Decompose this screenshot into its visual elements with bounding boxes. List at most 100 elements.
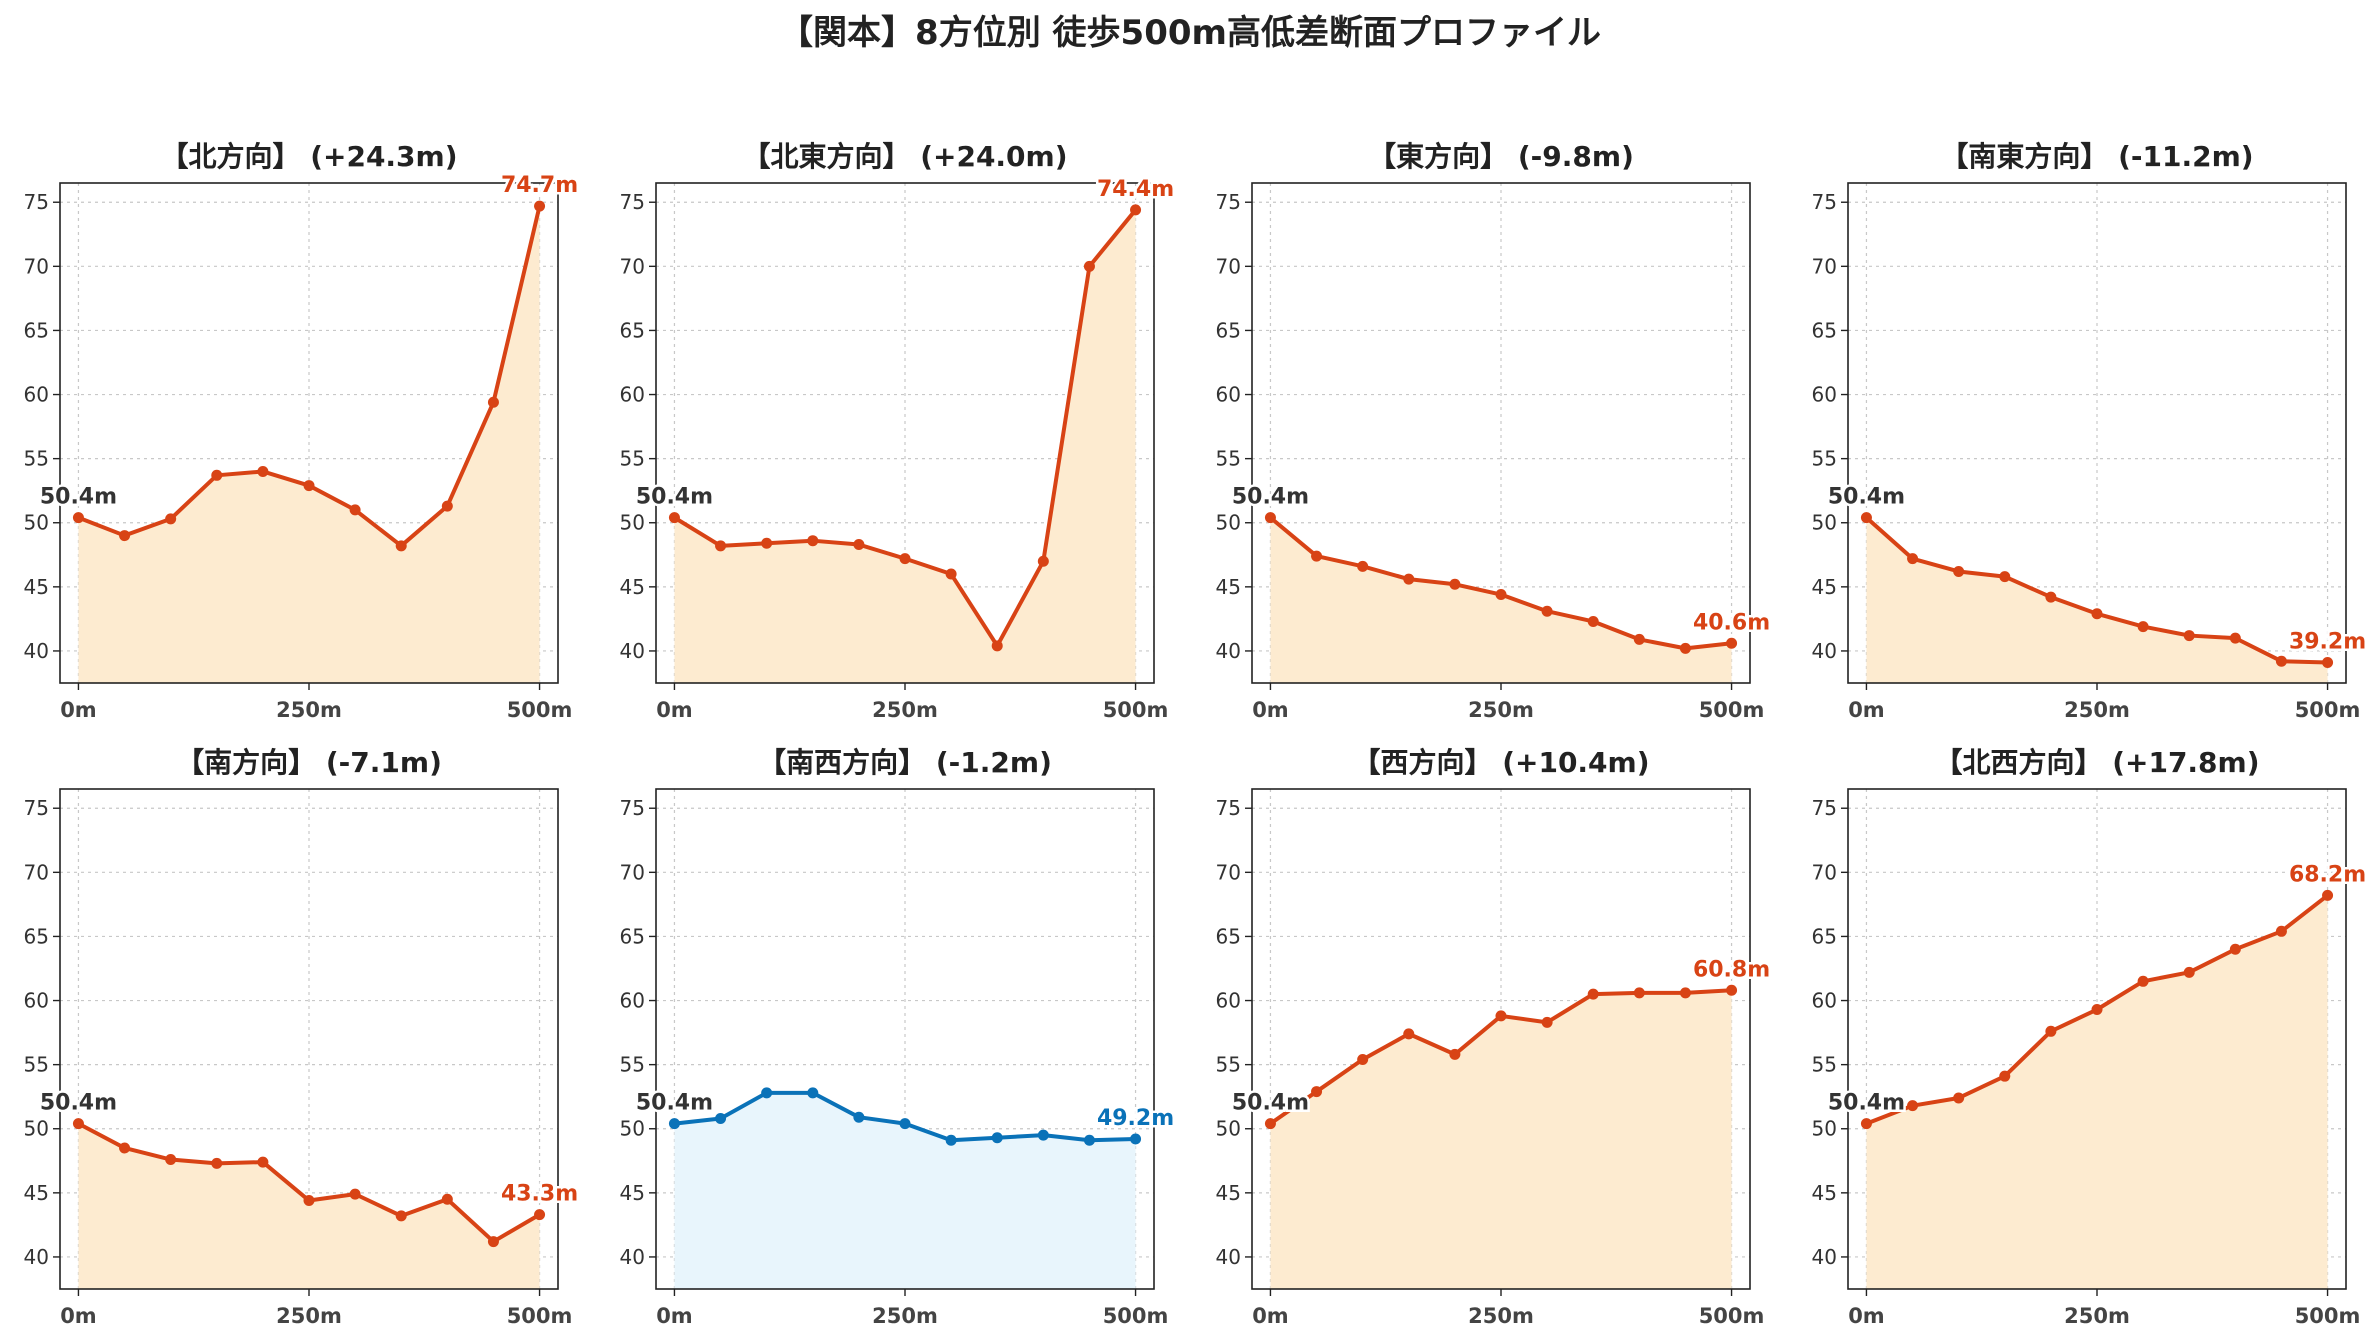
- data-point: [72, 1118, 84, 1130]
- y-tick-label: 75: [1216, 190, 1241, 214]
- data-point: [1449, 578, 1461, 590]
- x-tick-label: 0m: [1848, 698, 1885, 722]
- y-tick-label: 75: [620, 190, 645, 214]
- data-point: [945, 568, 957, 580]
- y-tick-label: 70: [620, 254, 645, 278]
- y-tick-label: 60: [620, 383, 645, 407]
- start-value-label: 50.4m: [1232, 485, 1309, 510]
- y-tick-label: 70: [24, 860, 49, 884]
- data-point: [1726, 637, 1738, 649]
- x-tick-label: 0m: [656, 1304, 693, 1328]
- area-fill: [1270, 990, 1732, 1289]
- data-point: [487, 396, 499, 408]
- y-tick-label: 40: [620, 1245, 645, 1269]
- x-tick-label: 0m: [656, 698, 693, 722]
- panel-title: 【西方向】 (+10.4m): [1352, 746, 1649, 779]
- data-point: [2229, 943, 2241, 955]
- data-point: [1357, 560, 1369, 572]
- y-tick-label: 45: [24, 575, 49, 599]
- start-value-label: 50.4m: [40, 485, 117, 510]
- data-point: [1495, 1010, 1507, 1022]
- x-tick-label: 250m: [2064, 698, 2130, 722]
- y-tick-label: 55: [1812, 447, 1837, 471]
- data-point: [1403, 1028, 1415, 1040]
- y-tick-label: 40: [24, 1245, 49, 1269]
- y-tick-label: 75: [1216, 796, 1241, 820]
- data-point: [211, 469, 223, 481]
- end-value-label: 49.2m: [1097, 1106, 1174, 1131]
- y-tick-label: 55: [1216, 447, 1241, 471]
- data-point: [395, 540, 407, 552]
- x-tick-label: 250m: [276, 698, 342, 722]
- data-point: [1541, 605, 1553, 617]
- end-value-label: 68.2m: [2289, 862, 2366, 887]
- y-tick-label: 45: [620, 1181, 645, 1205]
- data-point: [1311, 1086, 1323, 1098]
- data-point: [1083, 1134, 1095, 1146]
- start-value-label: 50.4m: [40, 1091, 117, 1116]
- data-point: [2091, 1004, 2103, 1016]
- x-tick-label: 0m: [60, 698, 97, 722]
- data-point: [1679, 642, 1691, 654]
- data-point: [761, 1087, 773, 1099]
- chart-panel: 40 45 50 55 60 65 70 75 0m 250m 500m 【北東方向】 (+24.0m…: [620, 140, 1177, 722]
- data-point: [1726, 984, 1738, 996]
- y-tick-label: 65: [1216, 318, 1241, 342]
- data-point: [991, 640, 1003, 652]
- data-point: [1953, 565, 1965, 577]
- data-point: [668, 1118, 680, 1130]
- data-point: [761, 537, 773, 549]
- start-value-label: 50.4m: [636, 1091, 713, 1116]
- x-tick-label: 500m: [1103, 1304, 1169, 1328]
- data-point: [1633, 633, 1645, 645]
- data-point: [349, 504, 361, 516]
- y-tick-label: 70: [24, 254, 49, 278]
- y-tick-label: 50: [1812, 1117, 1837, 1141]
- data-point: [441, 500, 453, 512]
- data-point: [807, 1087, 819, 1099]
- x-tick-label: 500m: [1103, 698, 1169, 722]
- data-point: [715, 1112, 727, 1124]
- data-point: [303, 1195, 315, 1207]
- data-point: [1633, 987, 1645, 999]
- data-point: [2045, 1025, 2057, 1037]
- y-tick-label: 45: [1216, 1181, 1241, 1205]
- data-point: [1403, 573, 1415, 585]
- y-tick-label: 70: [1812, 254, 1837, 278]
- x-tick-label: 500m: [2295, 1304, 2361, 1328]
- area-fill: [674, 1092, 1136, 1289]
- chart-panel: 40 45 50 55 60 65 70 75 0m 250m 500m 【南方向】 (-7.1m) 5…: [24, 746, 581, 1328]
- data-point: [2091, 608, 2103, 620]
- data-point: [945, 1134, 957, 1146]
- x-tick-label: 500m: [2295, 698, 2361, 722]
- panel-title: 【南西方向】 (-1.2m): [758, 746, 1052, 779]
- panel-title: 【東方向】 (-9.8m): [1368, 140, 1634, 173]
- y-tick-label: 55: [24, 1053, 49, 1077]
- y-tick-label: 65: [620, 924, 645, 948]
- data-point: [1541, 1016, 1553, 1028]
- panel-title: 【北東方向】 (+24.0m): [742, 140, 1067, 173]
- data-point: [2229, 632, 2241, 644]
- x-tick-label: 250m: [872, 1304, 938, 1328]
- data-point: [2183, 630, 2195, 642]
- y-tick-label: 50: [24, 1117, 49, 1141]
- start-value-label: 50.4m: [1828, 485, 1905, 510]
- y-tick-label: 50: [620, 1117, 645, 1141]
- y-tick-label: 60: [1216, 383, 1241, 407]
- data-point: [1860, 512, 1872, 524]
- y-tick-label: 75: [24, 190, 49, 214]
- area-fill: [1866, 895, 2328, 1289]
- data-point: [165, 1154, 177, 1166]
- data-point: [1130, 204, 1142, 216]
- area-fill: [78, 206, 540, 684]
- data-point: [2137, 975, 2149, 987]
- x-tick-label: 500m: [1699, 1304, 1765, 1328]
- y-tick-label: 60: [620, 989, 645, 1013]
- x-tick-label: 250m: [1468, 1304, 1534, 1328]
- data-point: [395, 1210, 407, 1222]
- data-point: [303, 480, 315, 492]
- y-tick-label: 45: [1216, 575, 1241, 599]
- y-tick-label: 40: [620, 639, 645, 663]
- y-tick-label: 40: [1216, 639, 1241, 663]
- data-point: [441, 1193, 453, 1205]
